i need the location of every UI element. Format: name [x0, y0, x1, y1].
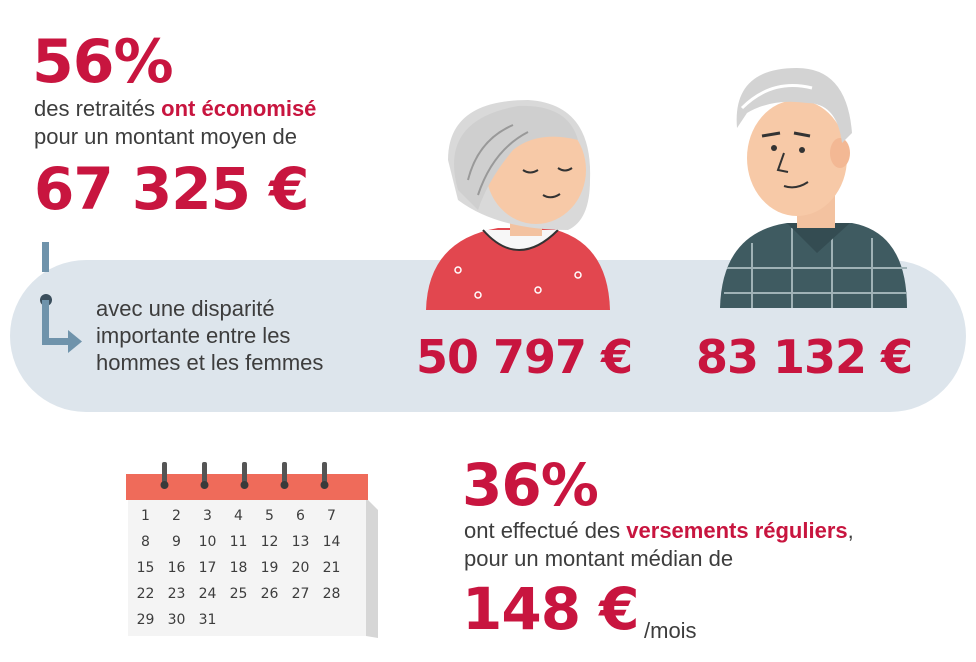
calendar-day: 6: [296, 508, 305, 524]
calendar-day: 12: [260, 534, 279, 550]
calendar-day: 1: [141, 508, 150, 524]
calendar-day: 14: [322, 534, 341, 550]
calendar-day: 20: [291, 560, 310, 576]
stat-savers-amount: 67 325 €: [34, 155, 310, 223]
stat-savers-line2: pour un montant moyen de: [34, 124, 297, 149]
down-right-arrow-icon: [40, 242, 82, 353]
calendar-day: 7: [327, 508, 336, 524]
calendar-day: 9: [172, 534, 181, 550]
men-average-amount: 83 132 €: [696, 330, 913, 384]
disparity-line: importante entre les: [96, 323, 291, 348]
calendar-day: 31: [198, 612, 217, 628]
stat-regular-unit: /mois: [644, 618, 697, 643]
disparity-line: avec une disparité: [96, 296, 275, 321]
calendar-day: 25: [229, 586, 248, 602]
calendar-day: 19: [260, 560, 279, 576]
stat-savers-highlight: ont économisé: [161, 96, 317, 121]
calendar-day: 30: [167, 612, 186, 628]
calendar-day: 17: [198, 560, 217, 576]
stat-savers-percent: 56%: [32, 27, 174, 97]
calendar-day: 4: [234, 508, 243, 524]
stat-regular-line1: ont effectué des versements réguliers,: [464, 518, 854, 544]
calendar-day: 8: [141, 534, 150, 550]
calendar-day: 10: [198, 534, 217, 550]
calendar-day: 26: [260, 586, 279, 602]
calendar-day: 28: [322, 586, 341, 602]
stat-regular-amount: 148 €: [462, 575, 640, 643]
calendar-day: 24: [198, 586, 217, 602]
stat-regular-highlight: versements réguliers: [626, 518, 848, 543]
calendar-day: 2: [172, 508, 181, 524]
calendar-day: 27: [291, 586, 310, 602]
stat-savers-line1: des retraités ont économisé: [34, 96, 316, 122]
stat-regular-line2: pour un montant médian de: [464, 546, 734, 571]
stat-regular-line1-text: ont effectué des: [464, 518, 627, 543]
woman-retiree-illustration: [426, 100, 610, 310]
disparity-text: avec une disparité importante entre les …: [96, 295, 416, 376]
stat-savers-line1-text: des retraités: [34, 96, 162, 121]
man-retiree-illustration: [720, 68, 907, 308]
calendar-day: 11: [229, 534, 248, 550]
stat-regular-comma: ,: [847, 518, 854, 543]
calendar-days: 1 2 3 4 5 6 7 8 9 10 11 12 13 14 15 16 17 18 19 20 21 22 23 24 2…: [130, 506, 350, 630]
stat-regular-percent: 36%: [462, 451, 599, 519]
calendar-day: 3: [203, 508, 212, 524]
calendar-day: 15: [136, 560, 155, 576]
calendar-day: 16: [167, 560, 186, 576]
women-average-amount: 50 797 €: [416, 330, 633, 384]
calendar-day: 29: [136, 612, 155, 628]
disparity-line: hommes et les femmes: [96, 350, 324, 375]
calendar-day: 18: [229, 560, 248, 576]
calendar-icon: [126, 462, 378, 638]
calendar-day: 22: [136, 586, 155, 602]
calendar-day: 23: [167, 586, 186, 602]
calendar-day: 21: [322, 560, 341, 576]
calendar-day: 5: [265, 508, 274, 524]
calendar-day: 13: [291, 534, 310, 550]
